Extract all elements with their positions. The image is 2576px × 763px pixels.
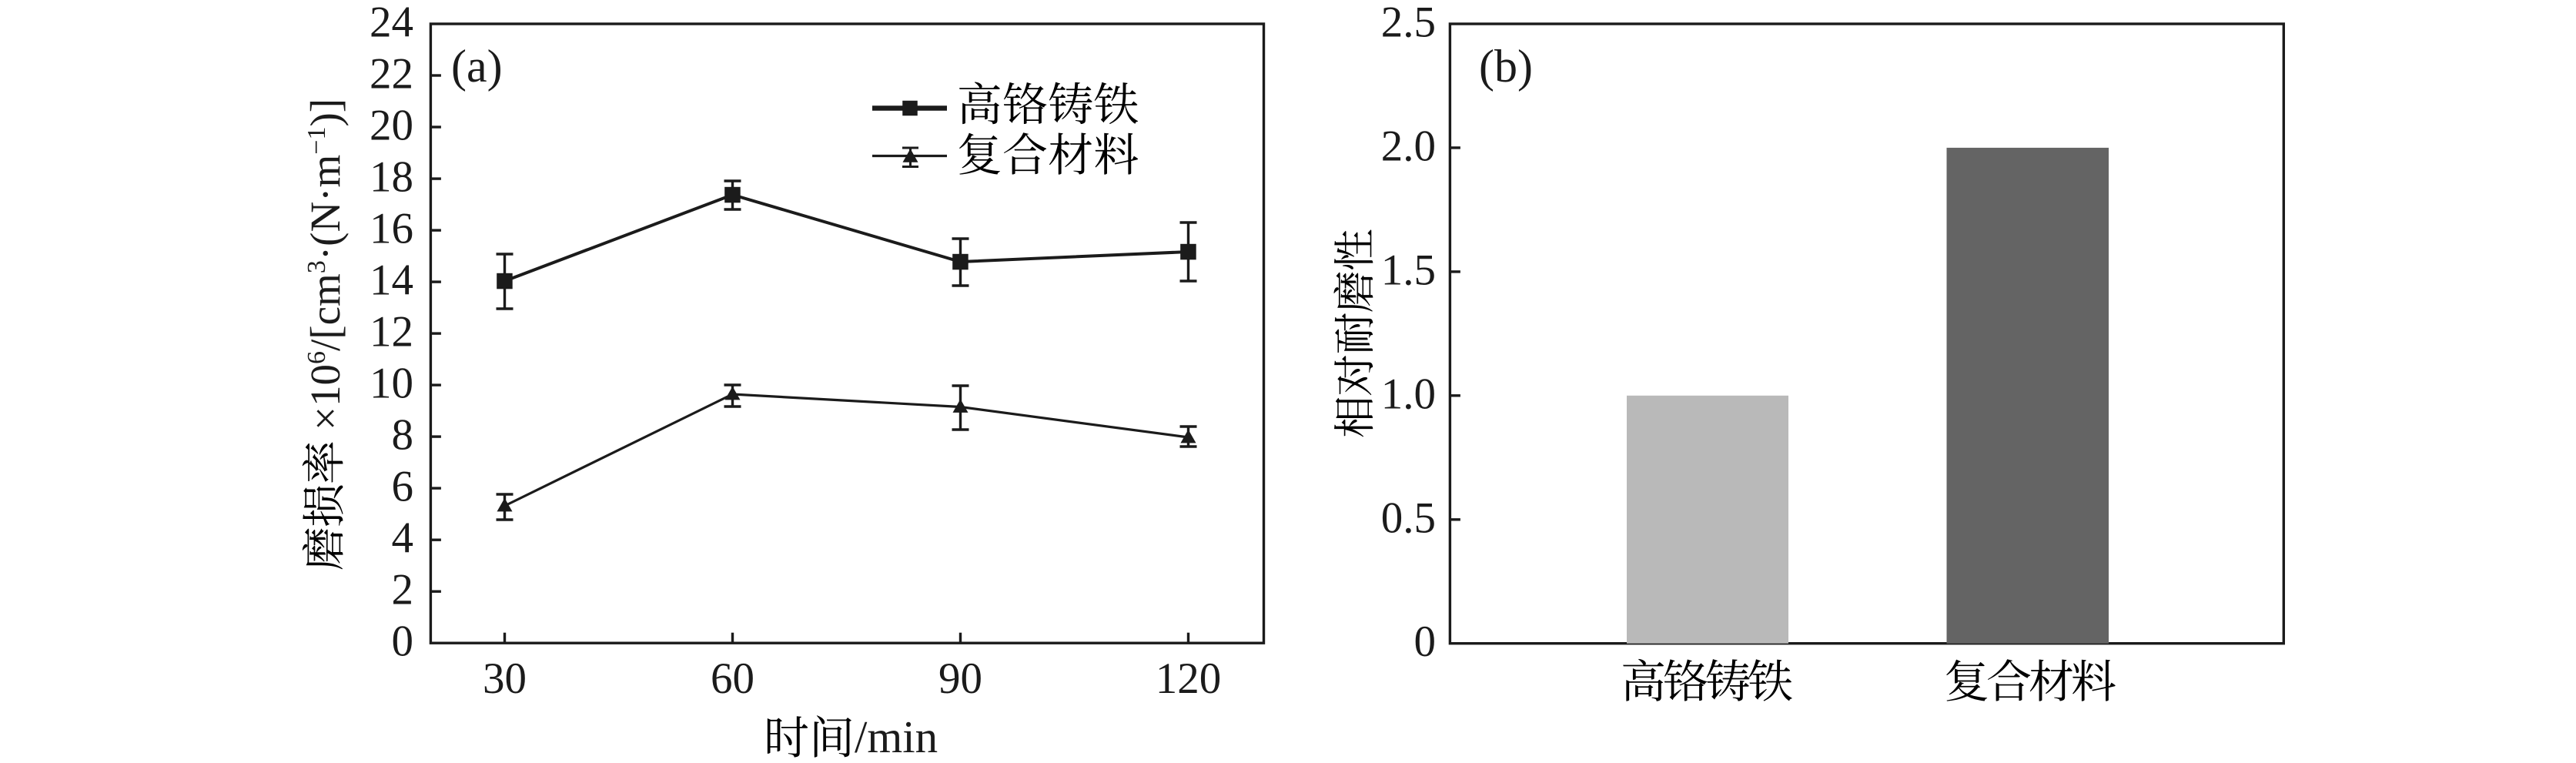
svg-text:18: 18 <box>370 153 413 202</box>
svg-text:2: 2 <box>392 566 414 614</box>
svg-text:60: 60 <box>711 654 754 703</box>
svg-text:16: 16 <box>370 205 413 253</box>
svg-text:×106/[cm3·(N·m−1)]: ×106/[cm3·(N·m−1)] <box>302 99 349 430</box>
svg-text:12: 12 <box>370 308 413 356</box>
svg-text:8: 8 <box>392 411 414 460</box>
svg-text:90: 90 <box>938 654 982 703</box>
svg-text:0: 0 <box>392 617 414 666</box>
svg-text:0: 0 <box>1414 617 1437 666</box>
svg-text:20: 20 <box>370 102 413 150</box>
svg-text:6: 6 <box>392 463 414 511</box>
svg-text:1.5: 1.5 <box>1381 246 1436 294</box>
svg-text:(b): (b) <box>1479 41 1533 92</box>
svg-text:(a): (a) <box>451 41 503 92</box>
svg-text:4: 4 <box>392 514 414 563</box>
svg-text:2.0: 2.0 <box>1381 122 1436 170</box>
svg-text:22: 22 <box>370 50 413 99</box>
svg-text:10: 10 <box>370 360 413 408</box>
svg-text:24: 24 <box>370 0 413 47</box>
svg-text:/min: /min <box>855 711 938 762</box>
svg-text:2.5: 2.5 <box>1381 0 1436 47</box>
svg-text:14: 14 <box>370 256 413 305</box>
svg-text:0.5: 0.5 <box>1381 494 1436 542</box>
svg-text:1.0: 1.0 <box>1381 370 1436 418</box>
svg-text:120: 120 <box>1156 654 1222 703</box>
svg-text:30: 30 <box>483 654 527 703</box>
